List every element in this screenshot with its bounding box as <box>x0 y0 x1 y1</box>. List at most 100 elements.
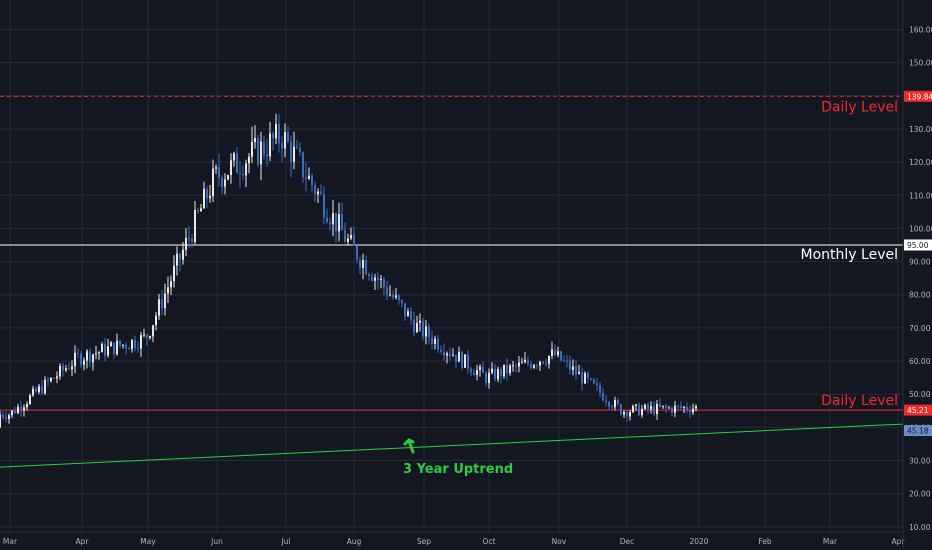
candle-body <box>347 238 349 242</box>
candle-body <box>32 388 34 396</box>
candle-body <box>317 191 319 195</box>
candle-body <box>665 405 667 408</box>
candle-body <box>626 411 628 417</box>
candle-body <box>602 392 604 401</box>
candle-body <box>113 342 115 355</box>
candle-body <box>512 365 514 367</box>
candle-body <box>536 365 538 367</box>
candle-body <box>230 160 232 176</box>
candle-body <box>398 295 400 301</box>
level-label: Monthly Level <box>801 247 898 263</box>
candle-body <box>131 339 133 350</box>
candle-body <box>179 253 181 260</box>
candle-body <box>683 406 685 408</box>
x-tick-label: Apr <box>76 537 90 546</box>
candle-body <box>152 325 154 337</box>
candle-body <box>119 340 121 346</box>
candle-body <box>314 184 316 195</box>
candle-body <box>248 156 250 164</box>
candle-body <box>296 146 298 149</box>
candle-body <box>293 146 295 162</box>
candle-body <box>377 277 379 281</box>
candle-body <box>170 281 172 288</box>
candle-body <box>167 287 169 294</box>
candle-body <box>497 369 499 380</box>
y-tick-label: 90.00 <box>909 258 931 267</box>
x-tick-label: 2020 <box>689 537 708 546</box>
candle-body <box>233 153 235 161</box>
candle-body <box>320 191 322 194</box>
candle-body <box>68 368 70 370</box>
candle-body <box>554 349 556 356</box>
price-tag-text: 95.00 <box>907 241 929 250</box>
candle-body <box>86 351 88 361</box>
candle-body <box>380 278 382 281</box>
candle-body <box>641 408 643 416</box>
candle-body <box>674 405 676 413</box>
x-tick-label: Feb <box>758 537 772 546</box>
candle-body <box>374 277 376 281</box>
candle-body <box>644 404 646 409</box>
candle-body <box>410 311 412 320</box>
candle-body <box>53 377 55 379</box>
candle-body <box>173 265 175 282</box>
uptrend-arrow-icon <box>403 438 415 454</box>
x-tick-label: Dec <box>620 537 635 546</box>
candle-body <box>218 167 220 179</box>
candle-body <box>188 237 190 239</box>
uptrend-line[interactable] <box>0 423 904 468</box>
candle-body <box>212 168 214 196</box>
candle-body <box>44 379 46 394</box>
candle-body <box>431 337 433 344</box>
x-tick-label: Apr <box>892 537 906 546</box>
candle-body <box>71 366 73 370</box>
candle-body <box>506 364 508 374</box>
candle-body <box>668 407 670 409</box>
y-tick-label: 150.00 <box>909 59 932 68</box>
candle-body <box>650 406 652 410</box>
candle-body <box>125 344 127 349</box>
y-tick-label: 70.00 <box>909 324 931 333</box>
candle-body <box>446 353 448 356</box>
x-tick-label: Mar <box>3 537 18 546</box>
candle-body <box>458 351 460 362</box>
candle-body <box>548 355 550 364</box>
candle-body <box>653 406 655 415</box>
candle-body <box>17 406 19 414</box>
candle-body <box>503 364 505 377</box>
candle-body <box>236 153 238 173</box>
candle-body <box>395 295 397 298</box>
candle-body <box>50 377 52 382</box>
candle-body <box>164 293 166 309</box>
candle-body <box>389 294 391 296</box>
candle-body <box>251 142 253 157</box>
candle-body <box>470 368 472 373</box>
candle-body <box>80 353 82 365</box>
y-tick-label: 120.00 <box>909 158 932 167</box>
candle-body <box>221 178 223 187</box>
candle-body <box>491 368 493 373</box>
candle-body <box>563 360 565 362</box>
candle-body <box>191 238 193 243</box>
candle-body <box>341 214 343 231</box>
candle-body <box>371 276 373 281</box>
candle-body <box>302 152 304 178</box>
candle-body <box>437 338 439 350</box>
candle-body <box>428 326 430 338</box>
candle-body <box>224 179 226 187</box>
y-tick-label: 80.00 <box>909 291 931 300</box>
candle-body <box>365 260 367 275</box>
horizontal-levels <box>0 95 904 468</box>
candles-layer <box>0 113 697 429</box>
candle-body <box>269 133 271 157</box>
candle-body <box>290 141 292 162</box>
candle-body <box>29 395 31 405</box>
candle-body <box>311 175 313 185</box>
candle-body <box>101 344 103 353</box>
candle-body <box>272 133 274 139</box>
candle-body <box>278 123 280 144</box>
candle-body <box>671 407 673 413</box>
price-tag <box>904 404 932 416</box>
candle-body <box>686 406 688 411</box>
